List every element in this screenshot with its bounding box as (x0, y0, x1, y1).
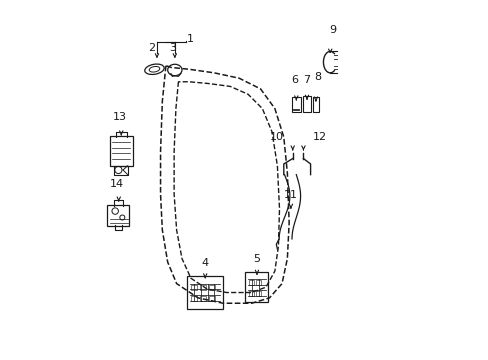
Text: 6: 6 (290, 75, 297, 85)
Text: 2: 2 (148, 43, 155, 53)
Text: 4: 4 (201, 257, 208, 267)
Text: 1: 1 (186, 34, 193, 44)
Text: 13: 13 (112, 112, 126, 122)
Text: 14: 14 (110, 179, 124, 189)
Text: 10: 10 (269, 132, 283, 142)
Text: 9: 9 (329, 25, 336, 35)
Text: 5: 5 (253, 254, 260, 264)
Text: 8: 8 (313, 72, 321, 82)
Text: 11: 11 (284, 190, 297, 200)
Text: 3: 3 (169, 43, 176, 53)
Text: 12: 12 (312, 132, 326, 142)
Text: 7: 7 (303, 75, 310, 85)
